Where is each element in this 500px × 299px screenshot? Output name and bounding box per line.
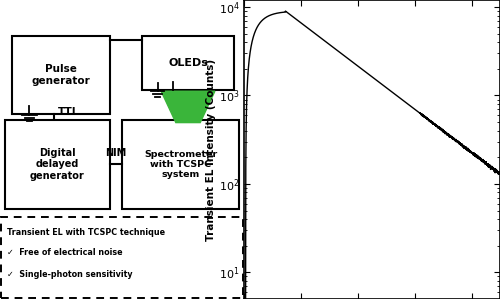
Bar <box>5 120 110 209</box>
Text: Pulse
generator: Pulse generator <box>32 64 90 86</box>
Text: OLEDs: OLEDs <box>168 58 208 68</box>
Text: Transient EL with TCSPC technique: Transient EL with TCSPC technique <box>8 228 166 237</box>
Text: ✓  Single-photon sensitivity: ✓ Single-photon sensitivity <box>8 270 133 279</box>
Bar <box>142 36 234 90</box>
Polygon shape <box>161 91 215 123</box>
Text: Digital
delayed
generator: Digital delayed generator <box>30 148 85 181</box>
Text: TTL: TTL <box>58 107 80 117</box>
Text: NIM: NIM <box>106 148 126 158</box>
Text: Spectrometer
with TCSPC
system: Spectrometer with TCSPC system <box>144 150 218 179</box>
Y-axis label: Transient EL Intensity (Counts): Transient EL Intensity (Counts) <box>206 58 216 241</box>
Bar <box>12 36 110 114</box>
Text: ✓  Free of electrical noise: ✓ Free of electrical noise <box>8 248 123 257</box>
Bar <box>122 120 240 209</box>
FancyBboxPatch shape <box>1 217 243 298</box>
